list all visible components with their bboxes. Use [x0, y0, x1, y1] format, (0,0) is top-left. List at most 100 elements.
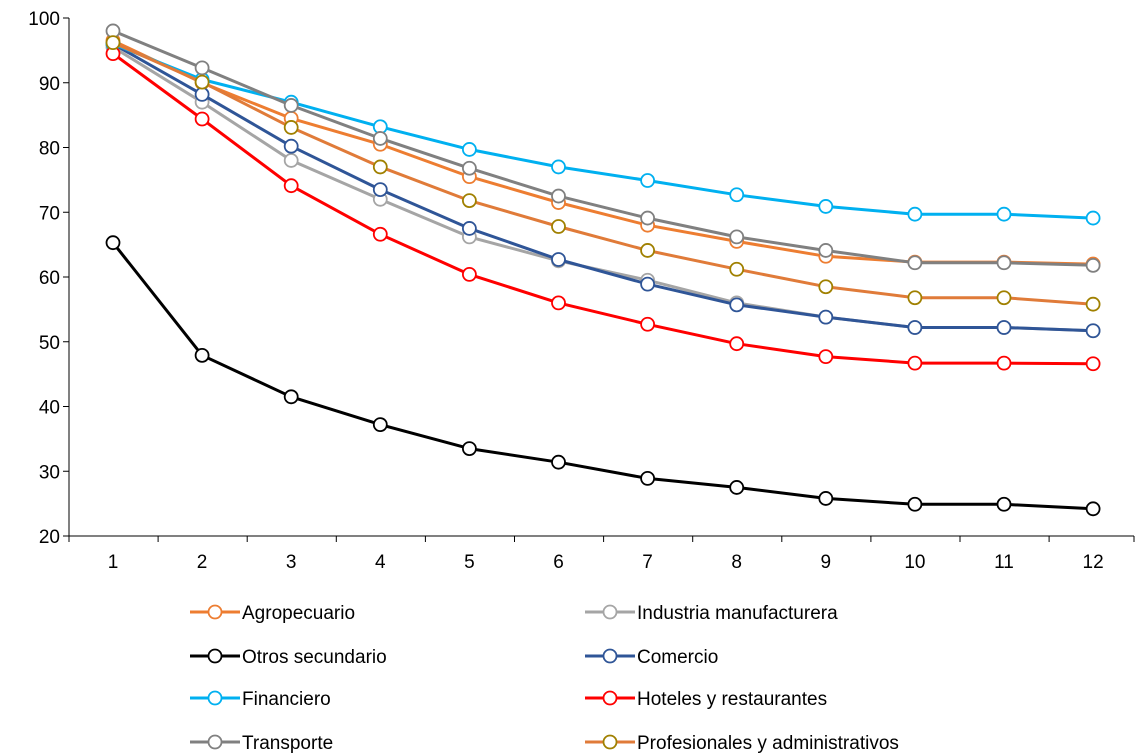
- data-point: [372, 182, 388, 197]
- data-point: [729, 336, 745, 352]
- legend-label: Agropecuario: [242, 603, 355, 624]
- data-point: [907, 496, 923, 512]
- x-tick-label: 11: [994, 552, 1014, 573]
- x-tick-label: 12: [1083, 552, 1104, 573]
- data-point: [996, 290, 1012, 306]
- legend-marker: [602, 648, 618, 664]
- data-point: [640, 210, 655, 226]
- data-point: [907, 206, 923, 222]
- data-point: [372, 417, 388, 433]
- y-tick-label: 20: [39, 527, 60, 548]
- data-point: [194, 74, 210, 90]
- legend-item: Transporte: [190, 733, 333, 754]
- data-point: [996, 496, 1012, 512]
- series-4: [105, 36, 1101, 226]
- series-3: [105, 36, 1101, 339]
- data-point: [551, 159, 566, 175]
- legend-item: Comercio: [585, 647, 718, 668]
- data-point: [907, 320, 923, 335]
- data-point: [907, 290, 923, 306]
- data-point: [640, 470, 655, 486]
- data-point: [996, 355, 1012, 371]
- data-point: [640, 276, 655, 292]
- y-tick-label: 70: [39, 203, 60, 224]
- legend-marker: [207, 604, 223, 620]
- legend-item: Profesionales y administrativos: [585, 733, 899, 754]
- data-point: [194, 347, 210, 363]
- data-point: [461, 142, 477, 157]
- legend-label: Profesionales y administrativos: [637, 733, 899, 754]
- y-tick-label: 100: [28, 9, 60, 30]
- series-layer: [105, 23, 1101, 517]
- data-point: [372, 159, 388, 175]
- series-6: [105, 23, 1101, 273]
- legend-item: Otros secundario: [190, 647, 387, 668]
- x-tick-label: 6: [553, 552, 564, 573]
- data-point: [461, 193, 477, 208]
- x-tick-label: 5: [464, 552, 475, 573]
- y-tick-label: 40: [39, 398, 60, 419]
- data-point: [283, 120, 299, 135]
- series-0: [105, 33, 1101, 272]
- data-point: [461, 441, 477, 456]
- legend-label: Hoteles y restaurantes: [637, 689, 827, 710]
- data-point: [283, 138, 299, 154]
- legend-marker: [602, 734, 618, 750]
- data-point: [1085, 356, 1101, 372]
- series-2: [105, 235, 1101, 517]
- data-point: [729, 187, 745, 203]
- series-line: [112, 42, 1094, 220]
- series-line: [112, 29, 1094, 267]
- data-point: [729, 261, 745, 277]
- data-point: [461, 160, 477, 176]
- data-point: [1085, 296, 1101, 312]
- data-point: [996, 255, 1012, 271]
- y-tick-label: 80: [39, 139, 60, 160]
- data-point: [818, 349, 834, 365]
- x-tick-label: 7: [642, 552, 653, 573]
- legend-label: Otros secundario: [242, 647, 387, 668]
- data-point: [1085, 501, 1101, 517]
- y-tick-label: 90: [39, 74, 60, 95]
- data-point: [551, 454, 566, 470]
- x-tick-label: 3: [286, 552, 297, 573]
- legend-label: Financiero: [242, 689, 331, 710]
- data-point: [551, 295, 566, 311]
- x-tick-label: 9: [821, 552, 832, 573]
- y-axis: 20 30 40 50 60 70 80 90 100: [28, 9, 70, 548]
- data-point: [1085, 257, 1101, 273]
- data-point: [461, 267, 477, 282]
- data-point: [818, 279, 834, 295]
- data-point: [996, 206, 1012, 222]
- series-line: [112, 45, 1094, 333]
- data-point: [283, 153, 299, 168]
- y-tick-label: 60: [39, 268, 60, 289]
- x-axis: 1 2 3 4 5 6 7 8 9 10 11 12: [68, 535, 1135, 573]
- legend-marker: [207, 734, 223, 750]
- y-tick-label: 30: [39, 462, 60, 483]
- legend-label: Comercio: [637, 647, 718, 668]
- legend-label: Industria manufacturera: [637, 603, 838, 624]
- data-point: [1085, 210, 1101, 226]
- data-point: [372, 131, 388, 146]
- data-point: [640, 316, 655, 332]
- x-tick-label: 1: [108, 552, 119, 573]
- x-tick-label: 10: [904, 552, 925, 573]
- data-point: [729, 297, 745, 313]
- x-tick-label: 2: [197, 552, 208, 573]
- data-point: [818, 491, 834, 506]
- series-line: [112, 41, 1094, 306]
- data-point: [194, 87, 210, 102]
- data-point: [996, 320, 1012, 335]
- series-line: [112, 39, 1094, 266]
- data-point: [283, 98, 299, 113]
- series-1: [105, 39, 1101, 339]
- legend: Agropecuario Industria manufacturera Otros…: [190, 603, 899, 754]
- y-tick-label: 50: [39, 333, 60, 354]
- data-point: [194, 111, 210, 127]
- series-line: [111, 241, 1094, 511]
- legend-label: Transporte: [242, 733, 333, 754]
- data-point: [907, 255, 923, 271]
- legend-item: Hoteles y restaurantes: [585, 689, 827, 710]
